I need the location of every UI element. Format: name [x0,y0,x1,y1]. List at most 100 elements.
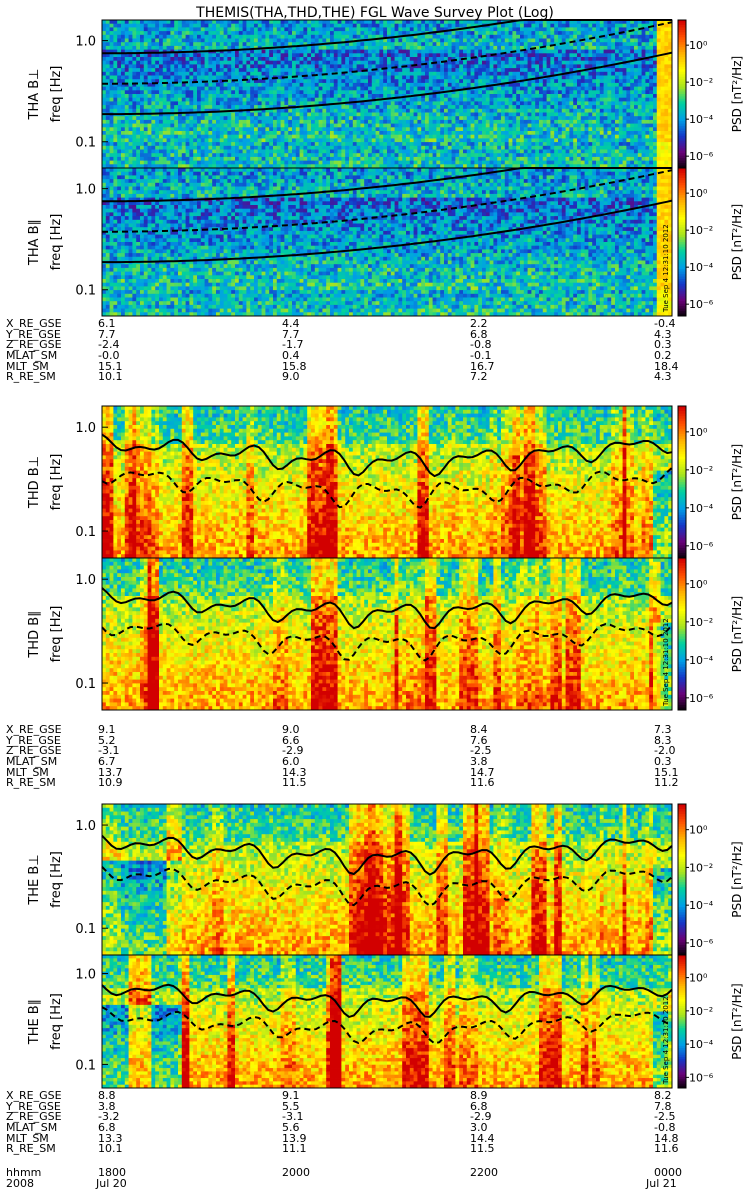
panel-the-bpar: 1.0 0.1 THE B∥ freq [Hz] [27,955,672,1088]
colorbar-tick-label: 10⁻⁴ [689,502,714,515]
ephemeris-value: 9.0 [282,372,300,383]
y-tick-label: 0.1 [75,136,96,151]
ephemeris-value: 4.3 [654,372,672,383]
ephemeris-value: 11.6 [654,1144,679,1155]
colorbar-tick-label: 10⁻⁴ [689,113,714,126]
colorbar-tick-label: 10⁻² [689,861,713,874]
timestamp-stamp: Tue Sep 4 12:31:10 2012 [662,996,670,1085]
time-tick-label: 2000 [282,1168,310,1179]
ephemeris-value: 11.6 [470,778,495,789]
colorbar-tick-label: 10⁰ [689,39,708,52]
y-axis-label: freq [Hz] [49,454,64,511]
date-label: Jul 20 [96,1179,127,1190]
colorbar-tick-label: 10⁰ [689,187,708,200]
date-row: 2008 Jul 20 Jul 21 [0,1179,750,1190]
spectrogram-cells [102,558,672,710]
y-tick-label: 0.1 [75,677,96,692]
colorbar-tick-label: 10⁰ [689,578,708,591]
spectrogram-cells [102,804,672,955]
colorbar-tick-label: 10⁻² [689,76,713,89]
ephemeris-value: 11.5 [282,778,307,789]
colorbar-tick-label: 10⁻² [689,616,713,629]
panel-thd-bperp: 1.0 0.1 THD B⊥ freq [Hz] [27,406,672,558]
time-axis-rows: hhmm 1800 2000 2200 0000 2008 Jul 20 Jul… [0,1168,750,1189]
colorbar-label: PSD [nT²/Hz] [730,444,744,520]
ephemeris-value: 10.1 [98,372,123,383]
y-tick-label: 1.0 [75,573,96,588]
y-tick-label: 1.0 [75,35,96,50]
panel-title: THE B⊥ [27,854,42,905]
colorbar-tick-label: 10⁻² [689,224,713,237]
colorbar-tick-label: 10⁻⁶ [689,540,714,553]
y-axis-label: freq [Hz] [49,606,64,663]
panel-title: THD B∥ [27,610,42,658]
spectrogram-panels: 1.0 0.1 THA B⊥ freq [Hz] 1.0 0.1 THA B∥ freq [H… [27,20,672,1088]
y-axis-label: freq [Hz] [49,66,64,123]
colorbar-tick-label: 10⁰ [689,824,708,837]
ephemeris-thd: X_RE_GSE 9.1 9.0 8.4 7.3 Y_RE_GSE 5.2 6.6 7.6 8.3… [0,725,750,789]
y-axis-label: freq [Hz] [49,214,64,271]
colorbar-tick-label: 10⁻⁶ [689,150,714,163]
colorbar-tick-label: 10⁻⁶ [689,692,714,705]
y-tick-label: 0.1 [75,922,96,937]
colorbar-label: PSD [nT²/Hz] [730,841,744,917]
colorbar-tick-label: 10⁻⁴ [689,1038,714,1051]
time-tick-label: 2200 [470,1168,498,1179]
colorbar-tick-label: 10⁻⁶ [689,298,714,311]
panel-title: THD B⊥ [27,456,42,509]
ephemeris-row-label: R_RE_SM [6,1144,56,1155]
colorbar-tick-label: 10⁻⁴ [689,654,714,667]
colorbar-label: PSD [nT²/Hz] [730,204,744,280]
colorbar-tick-label: 10⁻² [689,1005,713,1018]
panel-thd-bpar: 1.0 0.1 THD B∥ freq [Hz] [27,558,672,710]
colorbar-label: PSD [nT²/Hz] [730,596,744,672]
colorbar-tick-label: 10⁰ [689,426,708,439]
panel-title: THA B∥ [27,219,42,266]
ephemeris-tha: X_RE_GSE 6.1 4.4 2.2 -0.4 Y_RE_GSE 7.7 7.7 6.8 4.… [0,319,750,383]
panel-title: THA B⊥ [27,69,42,121]
y-tick-label: 1.0 [75,968,96,983]
date-label: Jul 21 [646,1179,677,1190]
y-tick-label: 0.1 [75,284,96,299]
ephemeris-value: 10.9 [98,778,123,789]
panel-title: THE B∥ [27,999,42,1045]
spectrogram-cells [102,20,672,168]
ephemeris-row-label: R_RE_SM [6,778,56,789]
colorbar-tick-label: 10⁰ [689,972,708,985]
ephemeris-value: 11.5 [470,1144,495,1155]
figure-title: THEMIS(THA,THD,THE) FGL Wave Survey Plot… [195,5,554,21]
date-row-label: 2008 [6,1179,34,1190]
ephemeris-value: 11.1 [282,1144,307,1155]
spectrogram-cells [102,406,672,558]
ephemeris-the: X_RE_GSE 8.8 9.1 8.9 8.2 Y_RE_GSE 3.8 5.5 6.8 7.8… [0,1091,750,1155]
y-tick-label: 0.1 [75,1058,96,1073]
panel-tha-bpar: 1.0 0.1 THA B∥ freq [Hz] [27,168,672,316]
ephemeris-value: 7.2 [470,372,488,383]
timestamp-stamp: Tue Sep 4 12:31:10 2012 [662,224,670,313]
colorbar: 10⁰ 10⁻² 10⁻⁴ 10⁻⁶ PSD [nT²/Hz] [678,804,744,955]
ephemeris-row: R_RE_SM 10.1 9.0 7.2 4.3 [0,372,750,383]
spectrogram-cells [102,955,672,1088]
colorbar-label: PSD [nT²/Hz] [730,56,744,132]
y-tick-label: 1.0 [75,819,96,834]
colorbar-tick-label: 10⁻⁴ [689,899,714,912]
colorbar: 10⁰ 10⁻² 10⁻⁴ 10⁻⁶ PSD [nT²/Hz] [678,20,744,168]
spectrogram-cells [102,168,672,316]
y-tick-label: 1.0 [75,421,96,436]
y-axis-label: freq [Hz] [49,993,64,1050]
ephemeris-row: R_RE_SM 10.9 11.5 11.6 11.2 [0,778,750,789]
panel-tha-bperp: 1.0 0.1 THA B⊥ freq [Hz] [27,20,672,168]
colorbar-tick-label: 10⁻⁶ [689,1071,714,1084]
wave-survey-figure: THEMIS(THA,THD,THE) FGL Wave Survey Plot… [0,0,750,1200]
colorbar-tick-label: 10⁻⁶ [689,937,714,950]
y-axis-label: freq [Hz] [49,851,64,908]
y-tick-label: 0.1 [75,525,96,540]
y-tick-label: 1.0 [75,183,96,198]
ephemeris-value: 10.1 [98,1144,123,1155]
ephemeris-row-label: R_RE_SM [6,372,56,383]
